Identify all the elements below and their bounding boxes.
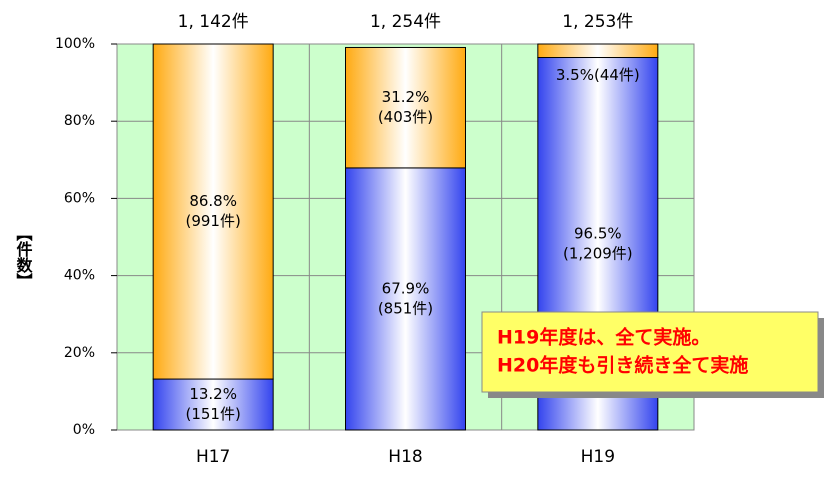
value-label: 67.9% — [382, 279, 430, 297]
bar-segment — [537, 43, 659, 59]
x-tick-label: H19 — [581, 447, 615, 467]
value-label: (1,209件) — [563, 244, 633, 262]
value-label: (151件) — [185, 405, 240, 423]
bar-segment — [152, 43, 274, 380]
annotation-box — [481, 311, 819, 393]
value-label: 13.2% — [189, 385, 237, 403]
value-label: 86.8% — [189, 192, 237, 210]
bar-segment — [345, 167, 466, 431]
y-tick-label: 60% — [64, 190, 95, 206]
value-label: 3.5%(44件) — [556, 66, 640, 84]
y-tick-label: 80% — [64, 113, 95, 129]
value-label: (403件) — [378, 108, 433, 126]
bar-segment — [345, 46, 466, 169]
annotation-text: H20年度も引き続き全て実施 — [497, 354, 748, 377]
y-axis-label: 【件数】 — [14, 225, 33, 289]
total-label: 1, 254件 — [370, 12, 441, 32]
y-tick-label: 20% — [64, 345, 95, 361]
total-label: 1, 142件 — [178, 12, 249, 32]
value-label: (851件) — [378, 299, 433, 317]
x-tick-label: H18 — [388, 447, 422, 467]
value-label: 96.5% — [574, 224, 622, 242]
value-label: 31.2% — [382, 88, 430, 106]
x-tick-label: H17 — [196, 447, 230, 467]
y-tick-label: 40% — [64, 268, 95, 284]
annotation-text: H19年度は、全て実施。 — [497, 326, 710, 349]
y-tick-label: 100% — [55, 36, 95, 52]
y-tick-label: 0% — [73, 422, 95, 438]
bar-segment — [152, 378, 274, 431]
value-label: (991件) — [185, 212, 240, 230]
total-label: 1, 253件 — [562, 12, 633, 32]
